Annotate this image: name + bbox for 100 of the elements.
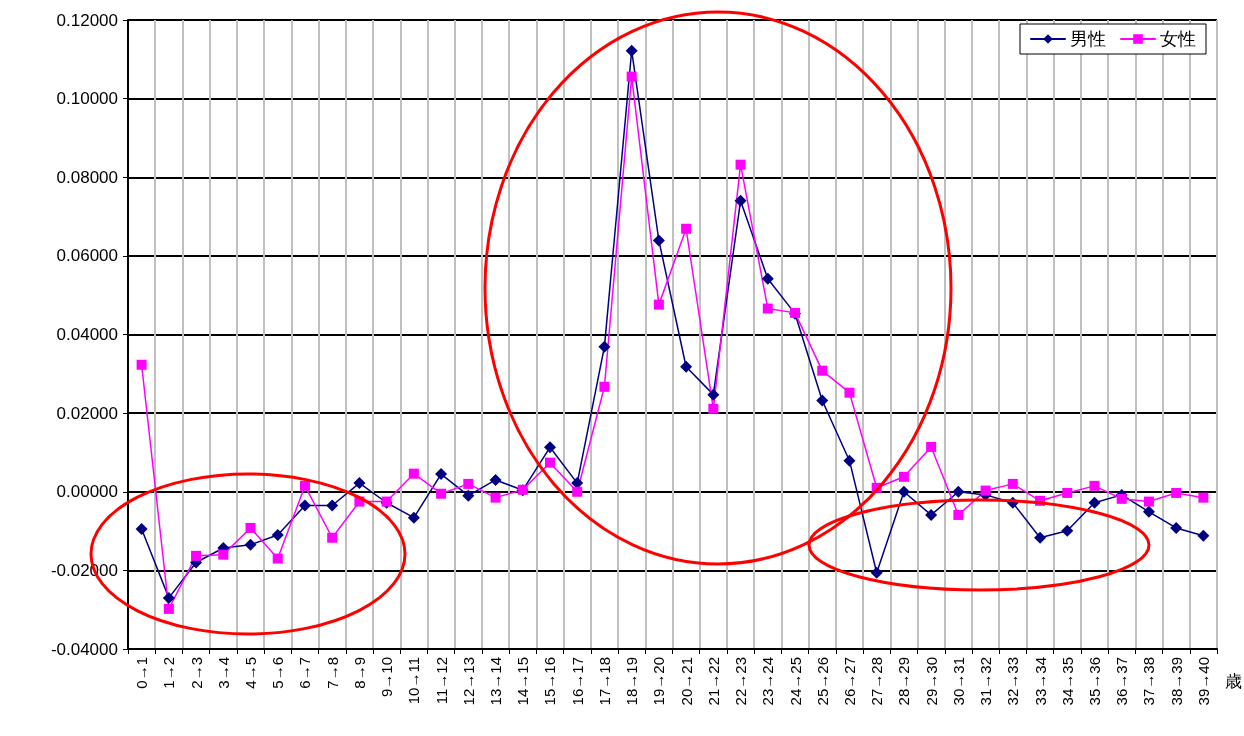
point [1142, 505, 1155, 518]
y-tick-label: 0.10000 [56, 89, 118, 109]
point [816, 394, 829, 407]
y-tick-label: 0.04000 [56, 325, 118, 344]
point [162, 591, 175, 604]
point [761, 272, 774, 285]
point [1088, 496, 1101, 509]
point [407, 511, 420, 524]
point [734, 194, 747, 207]
point [681, 223, 692, 234]
point [980, 485, 991, 496]
x-tick-label: 29→30 [922, 657, 940, 706]
y-tick-label: 0.00000 [56, 482, 118, 502]
point [652, 234, 665, 247]
point [298, 499, 311, 512]
point [925, 508, 938, 521]
x-tick-label: 16→17 [568, 657, 586, 706]
point [1198, 492, 1209, 503]
y-tick-label: 0.08000 [56, 167, 118, 187]
point [436, 488, 447, 499]
point [1116, 493, 1127, 504]
point [572, 486, 583, 497]
point [435, 468, 448, 481]
point [326, 499, 339, 512]
point [735, 159, 746, 170]
x-tick-label: 12→13 [459, 657, 477, 706]
point [489, 473, 502, 486]
x-tick-label: 15→16 [541, 657, 559, 706]
point [707, 388, 720, 401]
x-tick-label: 8→9 [350, 657, 368, 689]
x-tick-label: 5→6 [269, 657, 287, 689]
point [1089, 480, 1100, 491]
point [1170, 521, 1183, 534]
point [244, 538, 257, 551]
x-tick-label: 24→25 [786, 657, 804, 706]
point [408, 468, 419, 479]
point [1007, 478, 1018, 489]
point [544, 457, 555, 468]
point [626, 71, 637, 82]
point [953, 509, 964, 520]
x-tick-label: 19→20 [650, 657, 668, 706]
point [135, 523, 148, 536]
y-tick-label: 0.12000 [56, 10, 118, 30]
point [599, 381, 610, 392]
x-tick-label: 30→31 [949, 657, 967, 706]
point [897, 485, 910, 498]
x-tick-label: 7→8 [323, 657, 341, 689]
point [870, 566, 883, 579]
point [708, 403, 719, 414]
point [136, 359, 147, 370]
point [843, 454, 856, 467]
point [463, 478, 474, 489]
point [1143, 496, 1154, 507]
point [163, 603, 174, 614]
x-tick-label: 32→33 [1004, 657, 1022, 706]
point [191, 550, 202, 561]
x-axis-title: 歳 [1225, 672, 1242, 691]
point [299, 480, 310, 491]
legend-label: 男性 [1070, 29, 1106, 49]
x-tick-label: 0→1 [133, 657, 151, 689]
point [271, 528, 284, 541]
x-tick-label: 9→10 [378, 657, 396, 698]
x-tick-label: 18→19 [623, 657, 641, 706]
x-tick-label: 1→2 [160, 657, 178, 689]
x-tick-label: 17→18 [595, 657, 613, 706]
point [462, 489, 475, 502]
x-tick-label: 25→26 [813, 657, 831, 706]
point [1061, 524, 1074, 537]
x-tick-label: 27→28 [868, 657, 886, 706]
point [926, 441, 937, 452]
point [680, 360, 693, 373]
x-tick-label: 35→36 [1085, 657, 1103, 706]
y-tick-label: 0.06000 [56, 246, 118, 266]
x-tick-label: 23→24 [759, 657, 777, 706]
x-tick-label: 2→3 [187, 657, 205, 689]
point [844, 387, 855, 398]
point [490, 492, 501, 503]
point [625, 44, 638, 57]
x-tick-label: 36→37 [1113, 657, 1131, 706]
point [353, 477, 366, 490]
point [598, 340, 611, 353]
point [218, 549, 229, 560]
x-tick-label: 22→23 [732, 657, 750, 706]
point [1171, 487, 1182, 498]
x-tick-label: 33→34 [1031, 657, 1049, 706]
x-tick-label: 3→4 [214, 657, 232, 689]
point [272, 553, 283, 564]
point [1197, 529, 1210, 542]
legend-label: 女性 [1160, 29, 1196, 49]
point [1062, 487, 1073, 498]
x-tick-label: 28→29 [895, 657, 913, 706]
x-tick-label: 10→11 [405, 657, 423, 705]
point [898, 471, 909, 482]
x-tick-label: 21→22 [704, 657, 722, 706]
point [952, 485, 965, 498]
x-tick-label: 38→39 [1167, 657, 1185, 706]
point [817, 365, 828, 376]
x-tick-label: 34→35 [1058, 657, 1076, 706]
x-tick-label: 13→14 [487, 657, 505, 706]
x-tick-label: 4→5 [242, 657, 260, 689]
